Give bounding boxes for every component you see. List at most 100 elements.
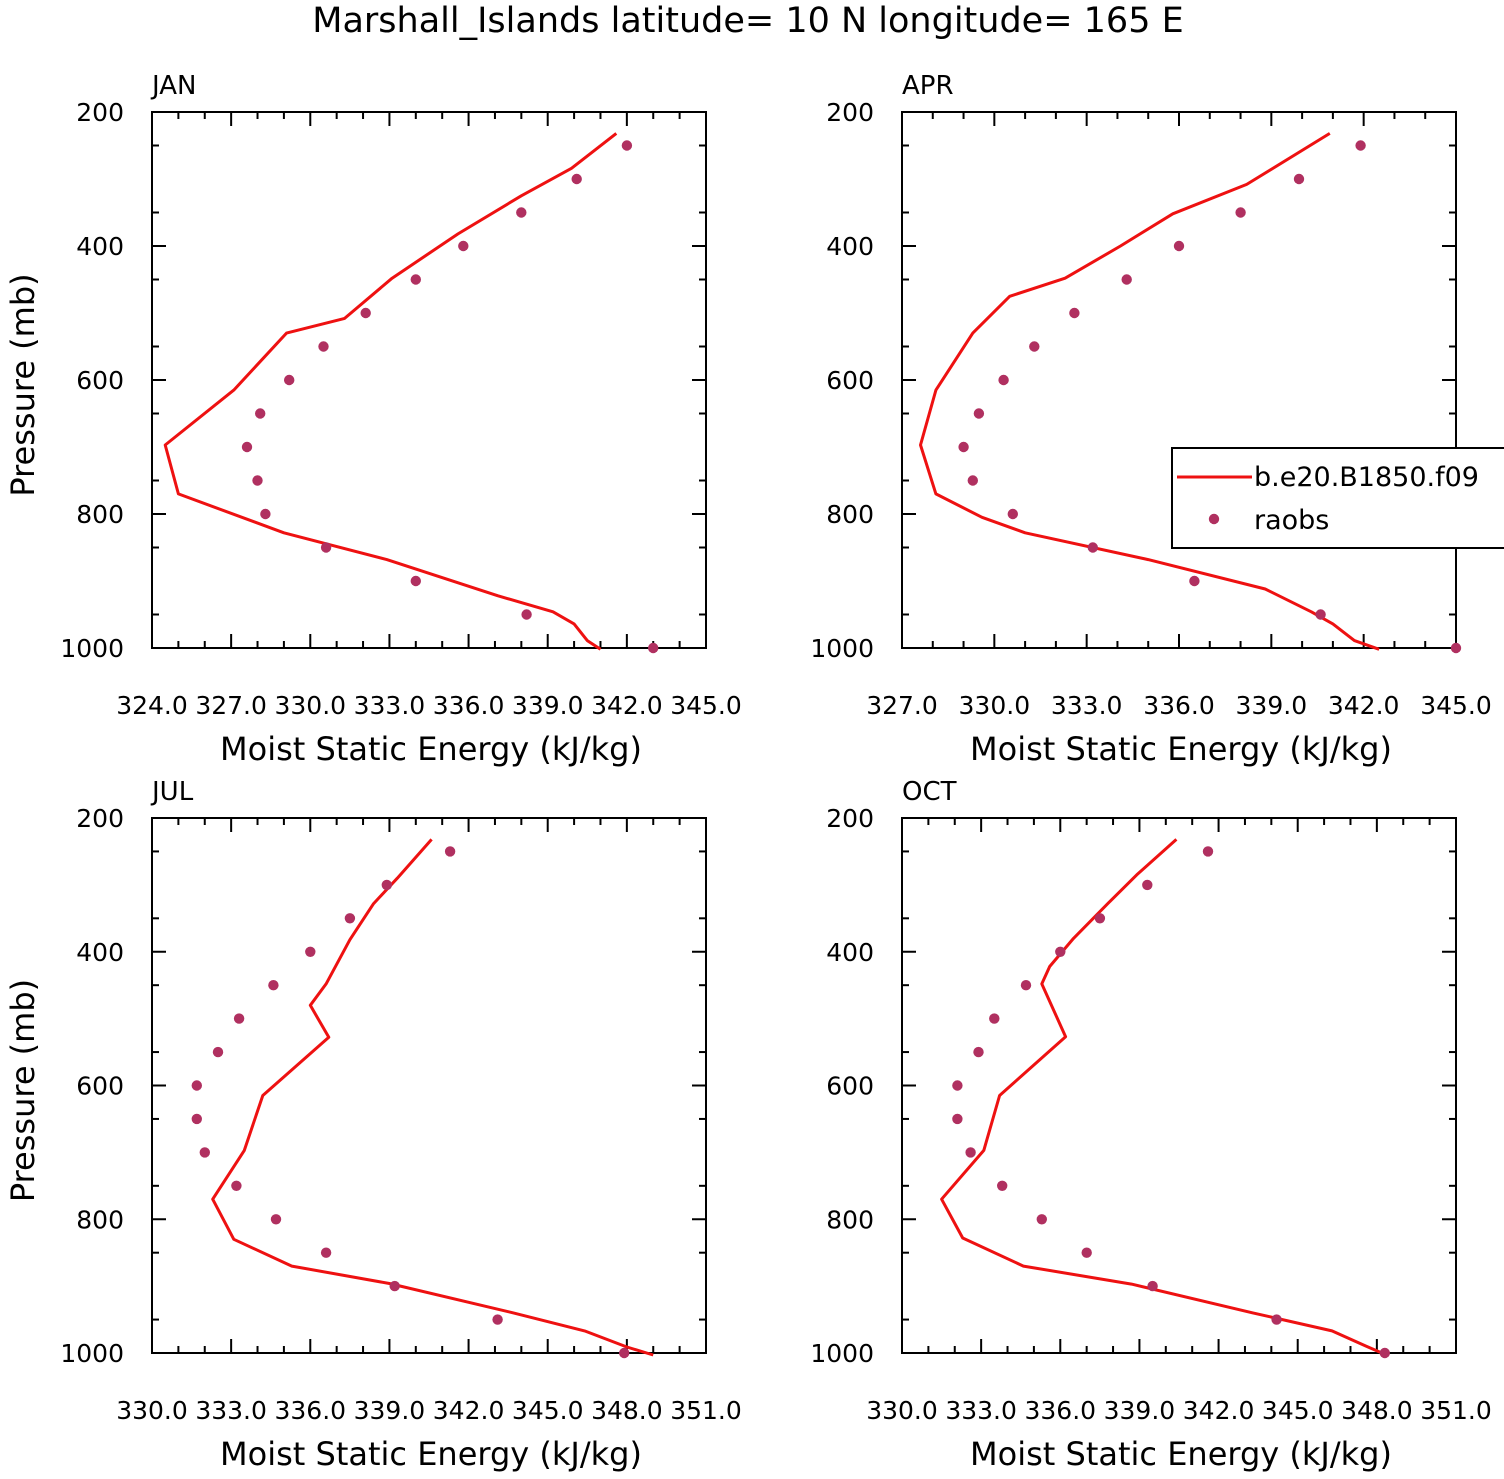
p3-ytick-label: 600: [826, 1072, 874, 1101]
legend-box: [1171, 447, 1504, 549]
legend: b.e20.B1850.f09 raobs: [1171, 447, 1504, 549]
p2-ytick-label: 400: [76, 938, 124, 967]
figure-title: Marshall_Islands latitude= 10 N longitud…: [312, 1, 1183, 41]
p0-ytick-label: 600: [76, 366, 124, 395]
p1-panel-label: APR: [902, 71, 954, 101]
p0-obs-point: [241, 441, 253, 453]
p1-xtick-label: 336.0: [1143, 691, 1215, 720]
p2-obs-point: [381, 879, 392, 891]
p0-obs-point: [318, 341, 329, 352]
p3-obs-point: [1271, 1314, 1282, 1325]
p0-xtick-label: 327.0: [195, 691, 267, 720]
p0-obs-point: [458, 240, 469, 252]
p3-xtick-label: 342.0: [1183, 1396, 1255, 1425]
p0-obs-point: [252, 475, 263, 486]
p3-obs-point: [952, 1113, 963, 1125]
p0-frame: [151, 111, 707, 649]
p2-model-line: [211, 838, 654, 1357]
p2-frame: [151, 817, 707, 1354]
p3-xtick-label: 351.0: [1420, 1396, 1492, 1425]
p2-obs-point: [305, 946, 316, 957]
p2-ytick-label: 1000: [60, 1339, 124, 1368]
p3-obs-point: [1147, 1280, 1158, 1292]
p3-obs-point: [1020, 980, 1032, 991]
p3-obs-point: [1202, 846, 1214, 857]
p3-obs-point: [997, 1180, 1008, 1192]
p2-obs-point: [231, 1180, 242, 1192]
p0-obs-point: [410, 274, 421, 285]
p1-xlabel: Moist Static Energy (kJ/kg): [970, 730, 1392, 768]
p2-obs-point: [389, 1280, 400, 1292]
p2-obs-point: [444, 846, 456, 857]
p0-xtick-label: 339.0: [512, 691, 584, 720]
p0-obs-point: [521, 609, 532, 620]
p2-xtick-label: 336.0: [274, 1396, 346, 1425]
p3-xtick-label: 348.0: [1341, 1396, 1413, 1425]
p3-obs-point: [1055, 946, 1066, 957]
panel-apr: APR 327.0 330.0 333.0 336.0 339.0 342.0 345.0 20…: [810, 71, 1491, 768]
p1-ytick-label: 1000: [810, 634, 874, 663]
p0-xtick-label: 330.0: [274, 691, 346, 720]
p2-xtick-label: 330.0: [116, 1396, 188, 1425]
p0-obs-point: [648, 642, 659, 654]
p2-obs-point: [344, 913, 356, 924]
p3-obs-point: [1081, 1247, 1092, 1258]
p1-obs-point: [998, 374, 1009, 386]
p1-xtick-label: 333.0: [1051, 691, 1123, 720]
p3-obs-point: [965, 1147, 976, 1158]
p0-obs-point: [410, 575, 421, 587]
p2-xtick-label: 333.0: [195, 1396, 267, 1425]
p0-xtick-label: 342.0: [591, 691, 663, 720]
p1-obs-point: [1450, 642, 1462, 654]
p3-obs-point: [1094, 913, 1106, 924]
p2-xtick-label: 345.0: [512, 1396, 584, 1425]
panel-jan: JAN 324.0 327.0 330.0 333.0 336.0 339.0 342.0 34…: [4, 71, 742, 768]
p3-ytick-label: 200: [826, 804, 874, 833]
p3-model-line: [940, 838, 1386, 1356]
p1-obs-point: [1029, 341, 1040, 352]
p2-xtick-label: 339.0: [354, 1396, 426, 1425]
p0-xtick-label: 333.0: [354, 691, 426, 720]
p1-ytick-label: 200: [826, 98, 874, 127]
p1-xtick-label: 339.0: [1236, 691, 1308, 720]
p3-frame: [901, 817, 1457, 1354]
p2-ylabel: Pressure (mb): [4, 979, 42, 1202]
p0-obs-point: [621, 140, 633, 151]
p0-ytick-label: 400: [76, 232, 124, 261]
p2-panel-label: JUL: [150, 777, 194, 807]
p2-xlabel: Moist Static Energy (kJ/kg): [220, 1435, 642, 1473]
p1-model-line: [919, 132, 1380, 651]
p1-obs-point: [1355, 140, 1366, 151]
p2-ytick-label: 600: [76, 1072, 124, 1101]
p2-xtick-label: 342.0: [433, 1396, 505, 1425]
p3-ytick-label: 1000: [810, 1339, 874, 1368]
p3-xlabel: Moist Static Energy (kJ/kg): [970, 1435, 1392, 1473]
p1-obs-point: [1121, 274, 1132, 285]
p3-xtick-label: 336.0: [1024, 1396, 1096, 1425]
p2-obs-point: [191, 1113, 202, 1125]
p1-obs-point: [1069, 307, 1080, 319]
p0-obs-point: [516, 207, 527, 218]
p0-obs-point: [284, 374, 295, 386]
p1-ytick-label: 600: [826, 366, 874, 395]
p0-ylabel: Pressure (mb): [4, 273, 42, 496]
p1-xtick-label: 342.0: [1328, 691, 1400, 720]
p1-obs-point: [1173, 240, 1185, 252]
p2-obs-point: [212, 1046, 224, 1058]
p1-obs-point: [1087, 542, 1099, 553]
p0-obs-point: [255, 408, 266, 419]
p0-obs-point: [360, 307, 371, 319]
p0-ytick-label: 1000: [60, 634, 124, 663]
p0-model-line: [163, 132, 618, 651]
p3-ytick-label: 800: [826, 1205, 874, 1234]
p0-obs-point: [571, 173, 582, 185]
p1-obs-point: [1007, 508, 1018, 520]
p2-xtick-label: 348.0: [591, 1396, 663, 1425]
p1-ytick-label: 800: [826, 500, 874, 529]
p2-obs-point: [270, 1214, 282, 1225]
panel-oct: OCT 330.0 333.0 336.0 339.0 342.0 345.0 348.0 35…: [810, 777, 1491, 1473]
p3-xtick-label: 339.0: [1104, 1396, 1176, 1425]
p0-obs-point: [260, 508, 271, 520]
p2-obs-point: [233, 1013, 245, 1024]
p2-obs-point: [492, 1314, 503, 1325]
